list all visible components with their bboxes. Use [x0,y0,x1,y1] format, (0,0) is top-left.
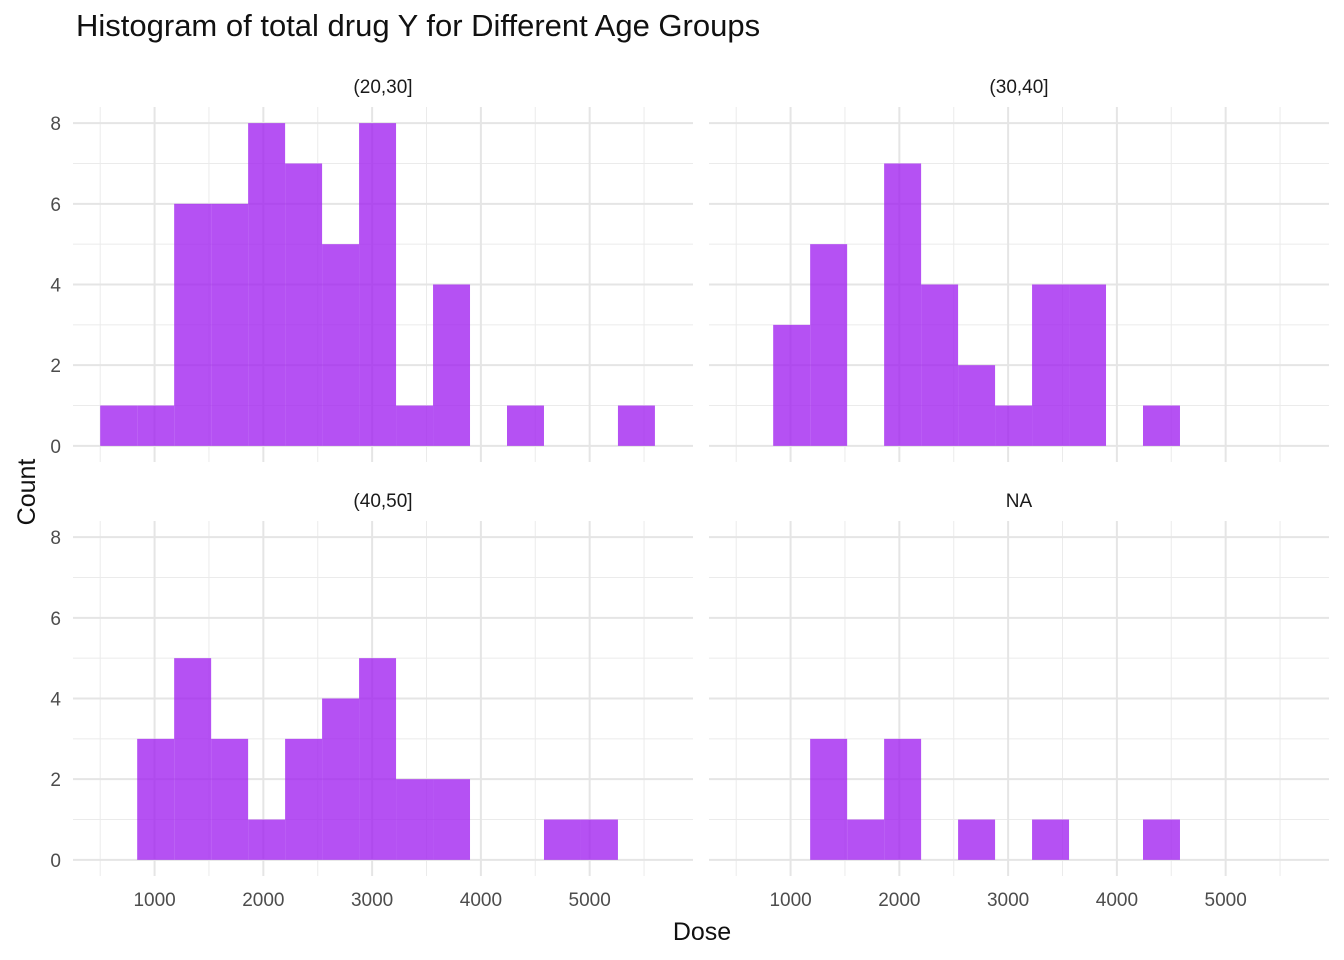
x-tick-label: 1000 [769,890,811,911]
x-tick-label: 5000 [1205,890,1247,911]
y-tick-label: 2 [50,770,61,791]
y-tick-label: 2 [50,356,61,377]
histogram-bar [174,203,212,446]
histogram-bar [174,658,212,860]
histogram-bar [580,819,618,860]
histogram-bar [1069,284,1107,446]
chart-title: Histogram of total drug Y for Different … [76,8,761,43]
histogram-bar [921,284,959,446]
histogram-bar [211,203,249,446]
histogram-bar [211,738,249,860]
y-tick-label: 4 [50,690,61,711]
histogram-bar [1143,405,1180,446]
facet-panel: NA 1000 2000 3000 4000 5000 [709,491,1329,911]
x-tick-label: 1000 [133,890,175,911]
histogram-bar [507,405,544,446]
histogram-bar [137,405,175,446]
facet-strip-label: NA [1006,491,1033,512]
x-tick-label: 5000 [569,890,611,911]
histogram-bar [322,698,360,860]
histogram-bar [958,365,996,446]
facet-strip-label: (30,40] [989,77,1048,98]
y-tick-label: 8 [50,114,61,135]
histogram-bar [137,738,175,860]
histogram-bar [773,324,811,446]
histogram-bar [359,123,397,446]
facet-panel: (30,40] [709,77,1329,462]
histogram-bar [995,405,1033,446]
histogram-bar [1032,284,1070,446]
histogram-bar [810,244,848,446]
y-axis-title: Count [13,459,41,526]
x-tick-label: 4000 [1096,890,1138,911]
y-tick-label: 0 [50,851,61,872]
histogram-bar [248,123,286,446]
histogram-bar [285,163,323,446]
facet-panel: (20,30] 0 2 4 6 8 [50,77,693,462]
x-tick-label: 4000 [460,890,502,911]
facet-strip-label: (20,30] [353,77,412,98]
facet-panel: (40,50] 0 2 4 6 8 1000 2000 3000 4000 5000 [50,491,693,911]
x-tick-label: 2000 [242,890,284,911]
histogram-bar [847,819,885,860]
histogram-bar [433,779,471,860]
histogram-bar [100,405,138,446]
histogram-bar [396,405,434,446]
x-axis-title: Dose [673,918,731,946]
y-tick-label: 6 [50,195,61,216]
histogram-bar [322,244,360,446]
histogram-bar [810,738,848,860]
facet-strip-label: (40,50] [353,491,412,512]
x-tick-label: 3000 [987,890,1029,911]
histogram-bar [396,779,434,860]
histogram-bar [617,405,655,446]
histogram-bar [248,819,286,860]
histogram-bar [359,658,397,860]
histogram-bar [884,738,922,860]
x-tick-label: 3000 [351,890,393,911]
histogram-bar [1032,819,1070,860]
y-tick-label: 0 [50,437,61,458]
histogram-bar [884,163,922,446]
histogram-bar [958,819,996,860]
histogram-bar [543,819,581,860]
facet-panels: (20,30] 0 2 4 6 8 (30,40] (40,50] 0 2 4 6 8 1000 2000 3… [50,77,1329,911]
x-tick-label: 2000 [878,890,920,911]
y-tick-label: 4 [50,276,61,297]
y-tick-label: 8 [50,528,61,549]
y-tick-label: 6 [50,609,61,630]
histogram-bar [433,284,471,446]
histogram-bar [285,738,323,860]
histogram-bar [1143,819,1180,860]
